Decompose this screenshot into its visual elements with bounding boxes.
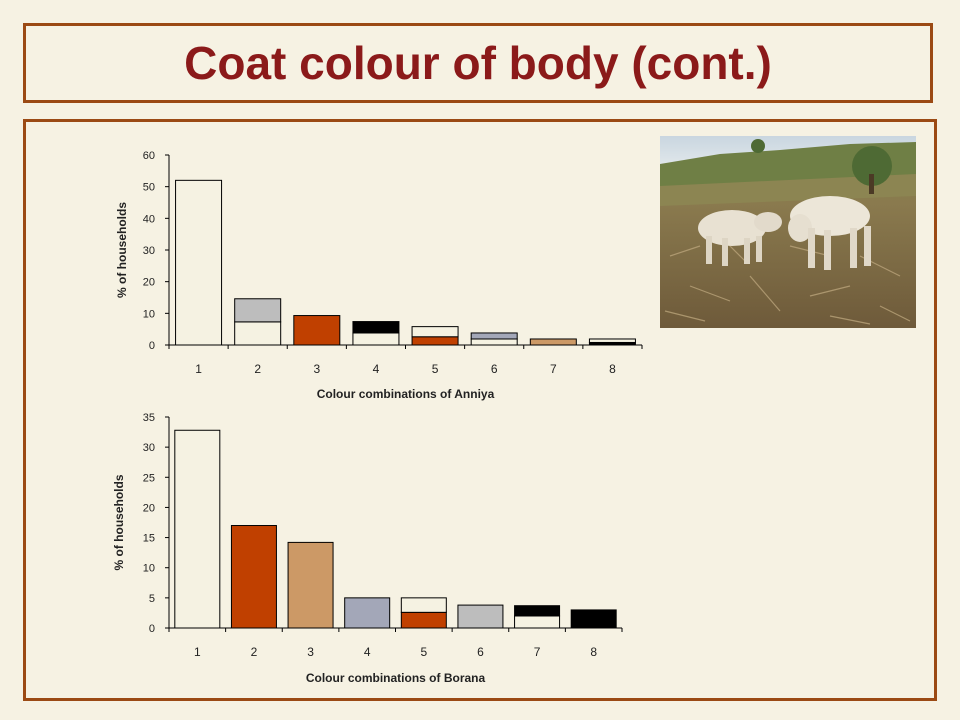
borana-x-tick-label: 6 [477, 645, 484, 659]
borana-x-axis-label: Colour combinations of Borana [306, 671, 486, 685]
anniya-y-tick-label: 0 [149, 340, 155, 352]
borana-bar-2-segment-1 [230, 525, 277, 629]
borana-x-tick-label: 4 [364, 645, 371, 659]
anniya-x-tick-label: 6 [491, 362, 498, 376]
anniya-bar-8-segment-2 [588, 338, 636, 343]
borana-x-tick-label: 1 [194, 645, 201, 659]
borana-y-tick-label: 20 [143, 502, 155, 514]
borana-y-tick-label: 10 [143, 563, 155, 575]
borana-bar-3-segment-1 [287, 541, 334, 629]
borana-y-tick-label: 25 [143, 472, 155, 484]
anniya-x-tick-label: 1 [195, 362, 202, 376]
title-box: Coat colour of body (cont.) [23, 23, 933, 103]
anniya-y-axis-label: % of households [115, 202, 129, 298]
borana-bar-5-segment-2 [400, 597, 447, 613]
anniya-bar-4-segment-2 [352, 321, 400, 334]
anniya-y-tick-label: 40 [143, 213, 155, 225]
anniya-x-tick-label: 7 [550, 362, 557, 376]
borana-bar-7-segment-1 [514, 615, 561, 629]
anniya-bar-5-segment-2 [411, 326, 459, 338]
anniya-x-tick-label: 2 [254, 362, 261, 376]
anniya-y-tick-label: 60 [143, 150, 155, 162]
borana-x-tick-label: 3 [307, 645, 314, 659]
borana-y-axis-label: % of households [112, 474, 126, 570]
borana-x-tick-label: 7 [534, 645, 541, 659]
borana-x-tick-label: 2 [251, 645, 258, 659]
borana-y-tick-label: 0 [149, 623, 155, 635]
anniya-x-tick-label: 8 [609, 362, 616, 376]
borana-bar-7-segment-2 [514, 605, 561, 617]
borana-y-tick-label: 35 [143, 412, 155, 424]
anniya-y-tick-label: 50 [143, 182, 155, 194]
borana-y-tick-label: 15 [143, 533, 155, 545]
anniya-x-tick-label: 5 [432, 362, 439, 376]
anniya-y-tick-label: 30 [143, 245, 155, 257]
anniya-bar-2-segment-2 [234, 298, 282, 323]
borana-bar-8-segment-1 [570, 609, 617, 629]
anniya-y-tick-label: 20 [143, 277, 155, 289]
anniya-bar-3-segment-1 [293, 315, 341, 346]
borana-bar-1-segment-1 [174, 429, 221, 629]
borana-x-tick-label: 8 [590, 645, 597, 659]
borana-y-tick-label: 30 [143, 442, 155, 454]
borana-x-tick-label: 5 [420, 645, 427, 659]
anniya-x-axis-label: Colour combinations of Anniya [317, 387, 495, 401]
borana-bar-6-segment-1 [457, 604, 504, 629]
cattle-photo [660, 136, 916, 328]
anniya-x-tick-label: 4 [373, 362, 380, 376]
anniya-bar-1-segment-1 [175, 179, 223, 346]
anniya-bar-6-segment-2 [470, 332, 518, 340]
borana-bar-5-segment-1 [400, 611, 447, 629]
anniya-x-tick-label: 3 [313, 362, 320, 376]
borana-y-tick-label: 5 [149, 593, 155, 605]
anniya-bar-7-segment-1 [529, 338, 577, 346]
anniya-y-tick-label: 10 [143, 308, 155, 320]
slide-title: Coat colour of body (cont.) [184, 37, 772, 89]
borana-bar-4-segment-1 [344, 597, 391, 629]
